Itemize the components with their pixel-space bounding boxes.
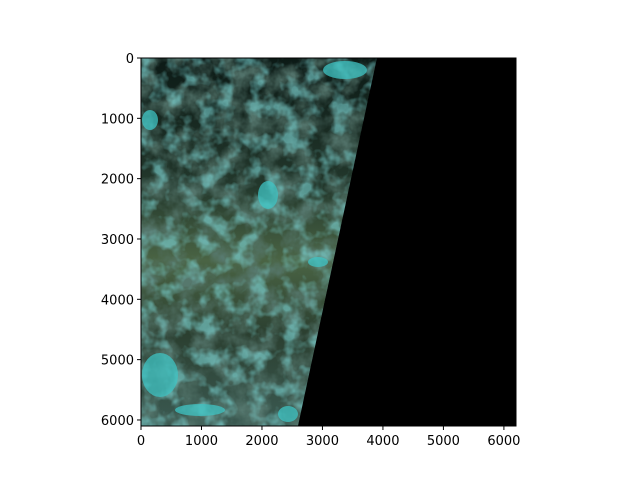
y-tick-label: 0 (126, 52, 134, 67)
x-tick-label: 0 (137, 434, 145, 449)
satellite-image (141, 58, 516, 426)
water-patches (142, 61, 367, 422)
x-tick-label: 4000 (366, 434, 399, 449)
y-axis: 0 1000 2000 3000 4000 5000 6000 (101, 52, 141, 429)
x-tick-label: 2000 (245, 434, 278, 449)
y-tick-label: 5000 (101, 354, 134, 369)
x-tick-label: 3000 (306, 434, 339, 449)
x-axis: 0 1000 2000 3000 4000 5000 6000 (137, 426, 520, 449)
axes-frame (140, 57, 517, 427)
y-tick-label: 2000 (101, 173, 134, 188)
y-tick-label: 3000 (101, 233, 134, 248)
y-tick-label: 1000 (101, 112, 134, 127)
y-tick-label: 6000 (101, 414, 134, 429)
x-tick-label: 1000 (185, 434, 218, 449)
x-tick-label: 5000 (427, 434, 460, 449)
nodata-region (298, 58, 516, 426)
x-tick-label: 6000 (487, 434, 520, 449)
y-tick-label: 4000 (101, 293, 134, 308)
